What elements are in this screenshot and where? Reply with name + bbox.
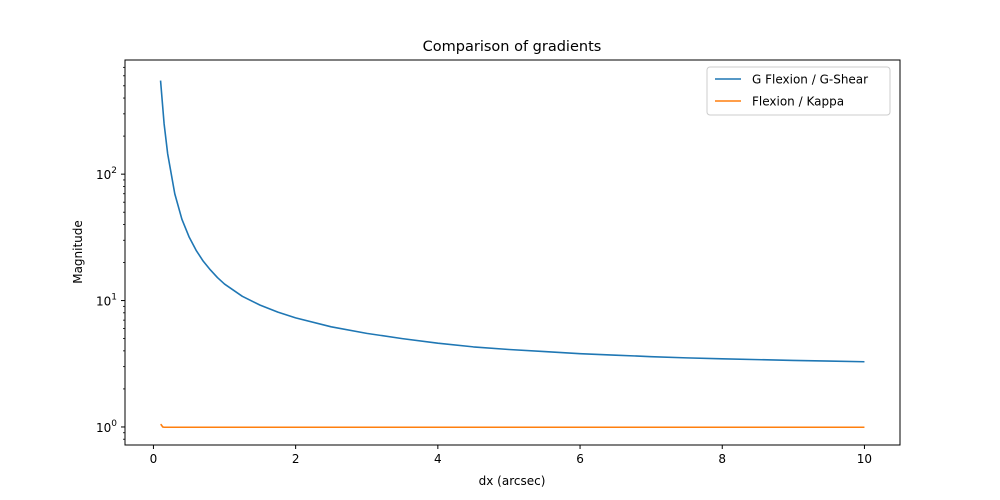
y-axis: 100 101 102 <box>96 66 125 440</box>
legend-label: G Flexion / G-Shear <box>752 73 868 87</box>
y-axis-label: Magnitude <box>71 220 85 284</box>
x-tick-label: 0 <box>150 452 158 466</box>
y-tick-label: 101 <box>96 293 117 309</box>
series-line-1 <box>159 80 865 363</box>
x-tick-label: 2 <box>292 452 300 466</box>
y-tick-label: 102 <box>96 166 117 182</box>
x-tick-label: 6 <box>576 452 584 466</box>
y-tick-label: 100 <box>96 419 117 435</box>
plot-area <box>159 80 865 429</box>
legend-label: Flexion / Kappa <box>752 95 844 109</box>
chart-title: Comparison of gradients <box>423 39 602 55</box>
legend: G Flexion / G-Shear Flexion / Kappa <box>706 66 891 116</box>
axes-frame <box>124 59 901 446</box>
x-tick-label: 4 <box>434 452 442 466</box>
x-tick-label: 10 <box>857 452 872 466</box>
x-tick-label: 8 <box>718 452 726 466</box>
series-line-2 <box>160 423 865 429</box>
x-axis: 0 2 4 6 8 10 <box>150 445 872 466</box>
x-axis-label: dx (arcsec) <box>479 474 546 488</box>
legend-box <box>706 66 891 116</box>
